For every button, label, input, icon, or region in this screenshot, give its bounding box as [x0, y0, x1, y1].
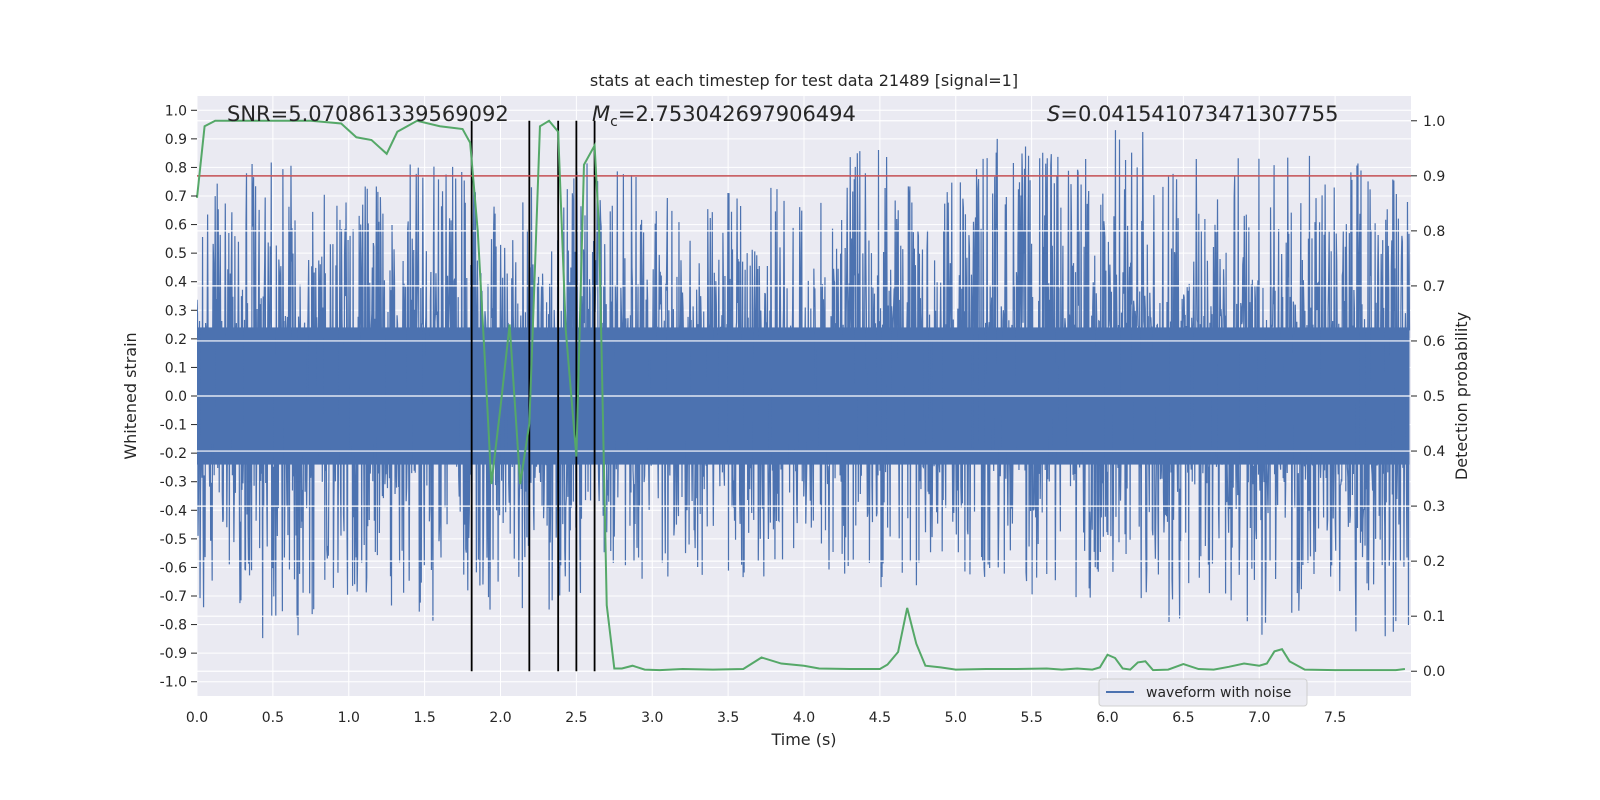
legend-entry: waveform with noise	[1146, 685, 1291, 701]
detection-probability-line	[196, 119, 1406, 672]
x-tick-label: 4.0	[793, 710, 815, 726]
x-tick-label: 2.5	[565, 710, 587, 726]
y2-tick-label: 0.9	[1423, 169, 1445, 185]
vertical-markers	[470, 120, 596, 672]
legend: waveform with noise	[1098, 678, 1308, 707]
y-tick-label: 0.2	[165, 332, 187, 348]
y-tick-label: 1.0	[165, 103, 187, 119]
chart-title: stats at each timestep for test data 214…	[590, 71, 1018, 90]
snr-annotation: SNR=5.070861339569092	[227, 102, 509, 126]
x-tick-label: 7.5	[1324, 710, 1346, 726]
y2-tick-label: 0.0	[1423, 664, 1445, 680]
y-tick-label: -0.7	[160, 589, 187, 605]
y2-tick-label: 0.6	[1423, 334, 1445, 350]
y-tick-label: -0.3	[160, 475, 187, 491]
y-tick-label: -0.2	[160, 446, 187, 462]
y-axis-right: 0.0 0.1 0.2 0.3 0.4 0.5 0.6 0.7 0.8 0.9 1.0	[1411, 114, 1445, 680]
legend-box	[1098, 678, 1308, 707]
x-tick-label: 3.5	[717, 710, 739, 726]
x-tick-label: 2.0	[489, 710, 511, 726]
y-tick-label: -0.9	[160, 646, 187, 662]
waveform-series	[197, 120, 1411, 672]
y-tick-label: 0.6	[165, 218, 187, 234]
y-tick-label: 0.3	[165, 303, 187, 319]
x-tick-label: 3.0	[641, 710, 663, 726]
y2-tick-label: 0.4	[1423, 444, 1445, 460]
x-tick-label: 4.5	[869, 710, 891, 726]
y-tick-label: -0.4	[160, 503, 187, 519]
y-tick-label: -1.0	[160, 675, 187, 691]
y2-tick-label: 0.8	[1423, 224, 1445, 240]
x-tick-label: 1.0	[338, 710, 360, 726]
x-tick-label: 7.0	[1248, 710, 1270, 726]
y-tick-label: 0.4	[165, 275, 187, 291]
x-axis: 0.0 0.5 1.0 1.5 2.0 2.5 3.0 3.5 4.0 4.5 5.0 5.5 6.0 6…	[186, 710, 1346, 726]
x-tick-label: 5.0	[945, 710, 967, 726]
y-tick-label: 0.5	[165, 246, 187, 262]
y-tick-label: -0.5	[160, 532, 187, 548]
x-tick-label: 6.5	[1172, 710, 1194, 726]
x-tick-label: 6.0	[1096, 710, 1118, 726]
y-tick-label: 0.0	[165, 389, 187, 405]
waveform-trace	[197, 130, 1411, 639]
x-tick-label: 0.5	[262, 710, 284, 726]
x-axis-label: Time (s)	[770, 730, 836, 749]
x-tick-label: 0.0	[186, 710, 208, 726]
y2-tick-label: 0.3	[1423, 499, 1445, 515]
y-tick-label: -0.8	[160, 618, 187, 634]
x-tick-label: 1.5	[413, 710, 435, 726]
chirp-mass-annotation: Mc=2.753042697906494	[592, 102, 856, 130]
y2-tick-label: 0.1	[1423, 609, 1445, 625]
y-axis-left: -1.0 -0.9 -0.8 -0.7 -0.6 -0.5 -0.4 -0.3 -0.2 -0.1…	[160, 103, 197, 691]
y2-tick-label: 0.5	[1423, 389, 1445, 405]
y-tick-label: 0.1	[165, 360, 187, 376]
s-annotation: S=0.041541073471307755	[1047, 102, 1338, 126]
y2-tick-label: 0.2	[1423, 554, 1445, 570]
y-tick-label: 0.8	[165, 160, 187, 176]
y-tick-label: 0.7	[165, 189, 187, 205]
y2-tick-label: 0.7	[1423, 279, 1445, 295]
y-axis-label: Whitened strain	[121, 332, 140, 459]
y-tick-label: -0.1	[160, 418, 187, 434]
y-tick-label: 0.9	[165, 132, 187, 148]
x-tick-label: 5.5	[1020, 710, 1042, 726]
y2-tick-label: 1.0	[1423, 114, 1445, 130]
y2-axis-label: Detection probability	[1452, 312, 1471, 480]
y-tick-label: -0.6	[160, 560, 187, 576]
